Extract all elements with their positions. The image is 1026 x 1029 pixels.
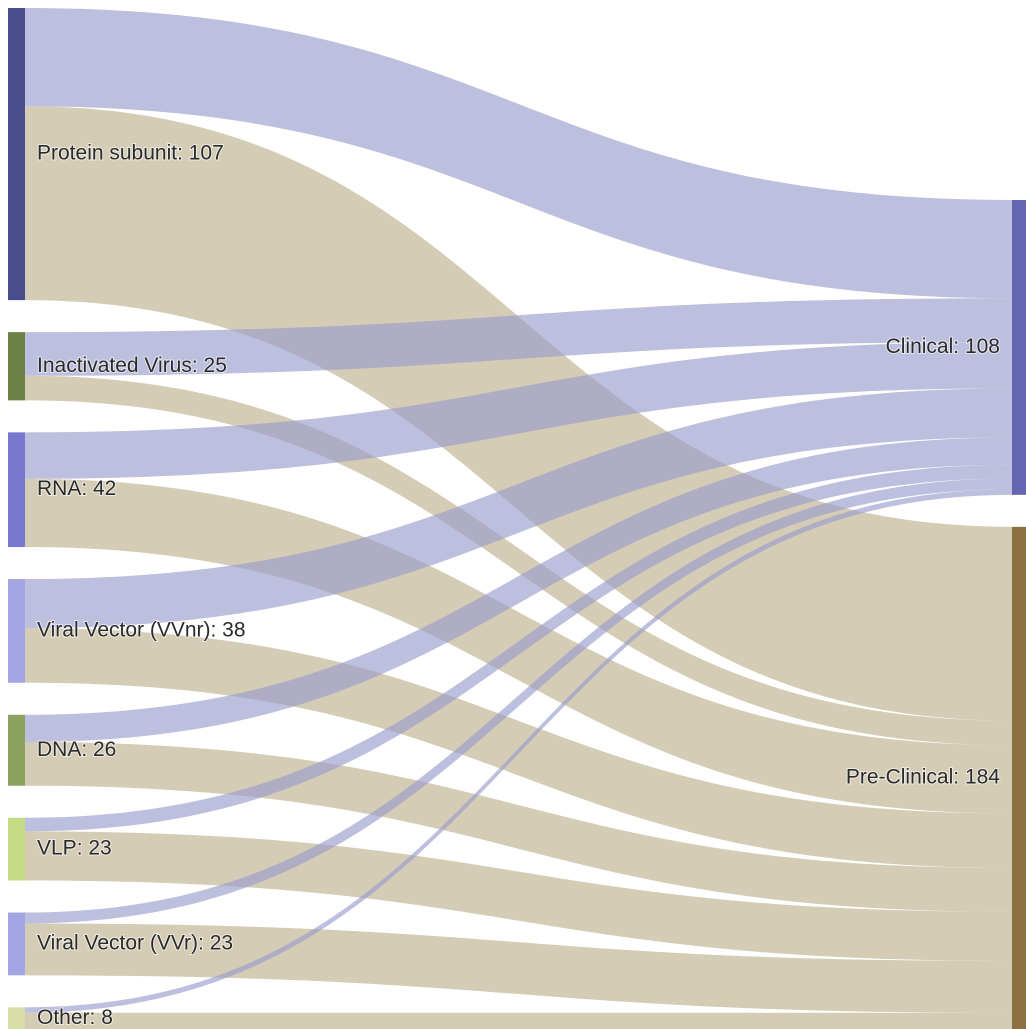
node-label: Inactivated Virus: 25 [37,354,227,377]
node [8,912,25,976]
node [1012,200,1026,495]
node-label: Pre-Clinical: 184 [846,766,1000,789]
node-label: Viral Vector (VVr): 23 [37,931,233,954]
node [8,8,25,301]
node [8,432,25,548]
link [25,298,1012,376]
node-label: Other: 8 [37,1006,113,1029]
node-label: RNA: 42 [37,477,116,500]
links [25,8,1012,1029]
node-label: Clinical: 108 [886,335,1000,358]
link [25,8,1012,299]
link [25,375,1012,746]
node-label: VLP: 23 [37,837,112,860]
node [8,817,25,881]
node [1012,526,1026,1029]
labels: Protein subunit: 107 Inactivated Virus: 2… [36,141,1001,1029]
link [25,489,1012,1013]
link [25,1012,1012,1029]
link [25,437,1012,743]
link [25,831,1012,961]
node-label: Viral Vector (VVnr): 38 [37,618,246,641]
node [8,1007,25,1029]
link [25,464,1012,832]
link [25,478,1012,924]
node [8,579,25,683]
link [25,341,1012,479]
nodes [8,8,1026,1029]
node-label: Protein subunit: 107 [37,142,224,165]
link [25,923,1012,1013]
node [8,332,25,401]
node-label: DNA: 26 [37,738,116,761]
node [8,714,25,786]
link [25,388,1012,629]
